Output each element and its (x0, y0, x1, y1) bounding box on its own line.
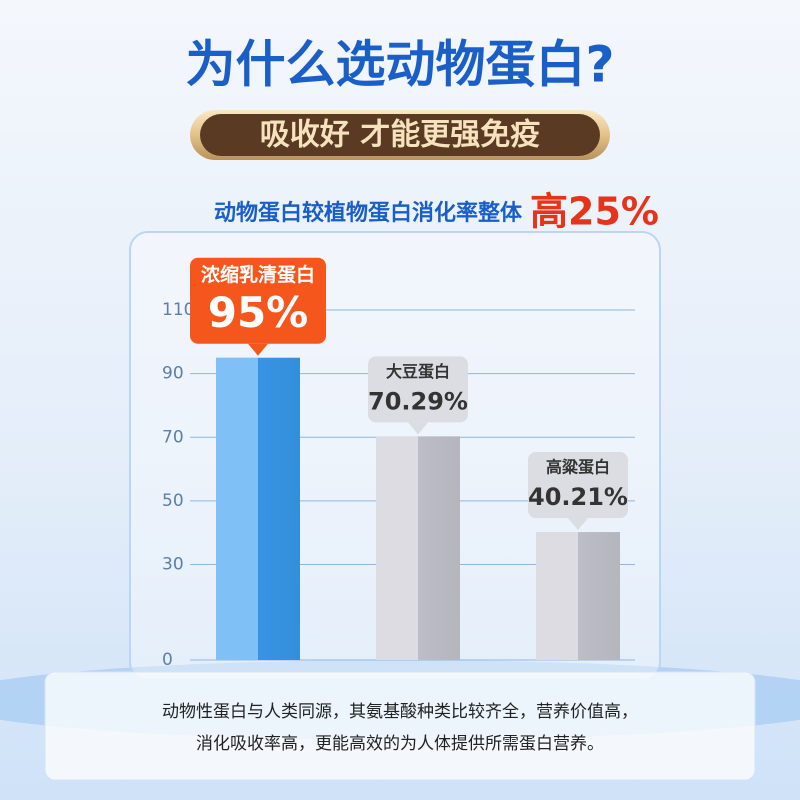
value-label: 95% (208, 288, 309, 337)
category-label: 高粱蛋白 (546, 458, 610, 477)
footer-line: 动物性蛋白与人类同源，其氨基酸种类比较齐全，营养价值高， (162, 702, 638, 722)
category-label: 大豆蛋白 (386, 362, 450, 381)
subtitle: 动物蛋白较植物蛋白消化率整体 (214, 200, 523, 226)
title: 为什么选动物蛋白? (185, 36, 614, 94)
subtitle-highlight: 高25% (530, 190, 659, 234)
banner-inner (200, 114, 600, 156)
footer-line: 消化吸收率高，更能高效的为人体提供所需蛋白营养。 (196, 734, 604, 754)
value-label: 70.29% (368, 387, 468, 415)
y-tick-label: 30 (162, 555, 184, 575)
value-label-pointer (568, 518, 588, 531)
value-label: 40.21% (528, 483, 628, 511)
category-label: 浓缩乳清蛋白 (201, 263, 315, 286)
footer-box (44, 671, 756, 781)
y-tick-label: 70 (162, 427, 184, 447)
value-label-pointer (408, 422, 428, 435)
bar-shade (376, 436, 460, 660)
y-tick-label: 90 (162, 364, 184, 384)
y-tick-label: 0 (162, 650, 173, 670)
banner-text: 吸收好 才能更强免疫 (260, 118, 540, 153)
bar-shade (216, 357, 300, 660)
value-label-box (528, 452, 628, 519)
value-label-box (368, 356, 468, 423)
bar-shade (536, 532, 620, 660)
value-label-box (190, 257, 326, 344)
y-tick-label: 50 (162, 491, 184, 511)
value-label-pointer (248, 343, 268, 356)
y-tick-label: 110 (162, 300, 194, 320)
